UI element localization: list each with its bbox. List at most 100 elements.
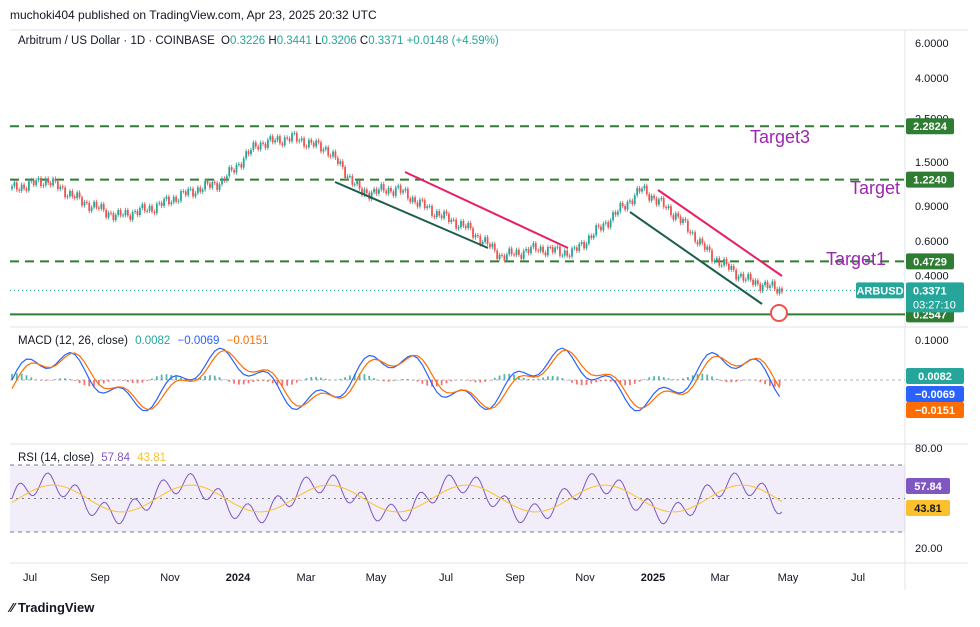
macd-hist-bar (117, 380, 120, 381)
macd-hist-bar (160, 374, 163, 380)
macd-hist-bar (237, 380, 240, 385)
candle-body (327, 147, 330, 156)
candle-body (180, 191, 182, 201)
candle-body (206, 180, 209, 184)
candle-body (262, 142, 264, 144)
candle-body (155, 203, 158, 214)
macd-hist-bar (25, 375, 28, 380)
candle-body (341, 161, 344, 168)
candle-body (438, 211, 441, 216)
macd-signal-value: −0.0151 (226, 335, 269, 347)
candle-body (54, 178, 57, 182)
macd-hist-bar (648, 377, 651, 380)
candle-body (112, 213, 115, 221)
candle-body (515, 249, 518, 256)
macd-hist-bar (489, 380, 491, 381)
macd-hist-bar (638, 380, 641, 382)
macd-hist-bar (382, 380, 385, 382)
macd-hist-bar (735, 380, 738, 382)
candle-body (513, 254, 515, 256)
macd-hist-bar (527, 379, 530, 380)
macd-hist-bar (542, 377, 544, 380)
candle-body (218, 184, 221, 190)
candle-body (691, 232, 694, 234)
price-y-tick-6: 0.4000 (915, 271, 949, 283)
candle-body (766, 281, 769, 288)
candle-body (554, 247, 557, 253)
macd-hist-bar (754, 380, 757, 381)
candle-body (141, 204, 144, 209)
candle-body (134, 211, 137, 213)
candle-body (165, 196, 168, 199)
candle-body (160, 202, 163, 206)
candle-body (199, 187, 202, 192)
candle-body (689, 231, 692, 234)
candle-body (607, 222, 610, 228)
candle-body (641, 188, 643, 192)
candle-body (288, 138, 291, 142)
level-badge-2 (906, 253, 954, 270)
x-tick-9: 2025 (641, 572, 665, 584)
macd-hist-bar (175, 376, 178, 380)
macd-hist-bar (97, 380, 100, 386)
candle-body (61, 186, 64, 188)
x-tick-4: Mar (297, 572, 316, 584)
candle-body (571, 248, 573, 257)
candle-body (279, 136, 281, 144)
candle-body (117, 209, 120, 215)
macd-hist-bar (691, 375, 694, 380)
macd-hist-bar (329, 379, 332, 381)
macd-hist-bar (194, 378, 197, 380)
candle-body (64, 187, 67, 198)
candle-body (773, 281, 776, 290)
candle-body (242, 158, 245, 168)
macd-hist-bar (49, 380, 52, 381)
macd-hist-bar (513, 374, 515, 380)
macd-hist-bar (233, 380, 235, 384)
candle-body (406, 188, 409, 199)
candle-body (30, 179, 33, 182)
candle-body (363, 189, 366, 195)
x-tick-10: Mar (711, 572, 730, 584)
price-y-tick-1: 4.0000 (915, 73, 949, 85)
macd-hist-bar (266, 380, 269, 382)
candle-body (657, 199, 660, 205)
macd-hist-bar (701, 373, 704, 380)
candle-body (404, 188, 407, 191)
macd-hist-bar (315, 376, 318, 380)
macd-hist-bar (93, 380, 95, 387)
candle-body (539, 246, 542, 252)
candle-body (32, 179, 35, 185)
macd-badge-1 (906, 386, 964, 402)
candle-body (276, 136, 279, 141)
candle-body (100, 203, 103, 209)
candle-body (749, 273, 752, 280)
candle-body (139, 208, 141, 216)
price-y-tick-5: 0.6000 (915, 236, 949, 248)
candle-body (358, 180, 361, 189)
candle-body (257, 146, 260, 150)
candle-body (530, 246, 532, 254)
candle-body (107, 212, 110, 218)
macd-hist-bar (445, 380, 448, 384)
candle-body (83, 201, 86, 206)
candle-body (95, 201, 98, 208)
candle-body (201, 189, 204, 192)
last-price-countdown: 03:27:10 (913, 299, 956, 311)
x-tick-2: Nov (160, 572, 180, 584)
resistance-trendline-1 (404, 171, 569, 249)
macd-hist-bar (633, 380, 636, 384)
candle-body (756, 280, 759, 284)
candle-body (723, 259, 725, 266)
candle-body (479, 235, 482, 245)
candle-body (300, 138, 303, 141)
macd-hist-bar (406, 379, 409, 380)
candle-body (498, 254, 501, 260)
macd-hist-bar (122, 380, 124, 381)
price-y-tick-4: 0.9000 (915, 201, 949, 213)
candle-body (616, 211, 619, 215)
macd-hist-bar (102, 380, 105, 384)
candle-body (322, 149, 325, 152)
candle-body (221, 178, 223, 185)
